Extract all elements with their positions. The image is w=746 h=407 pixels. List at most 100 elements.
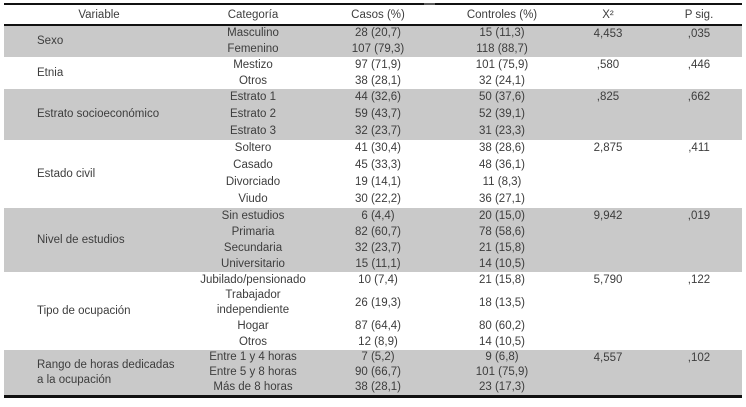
casos-cell: 87 (64,4)	[354, 319, 402, 332]
table-row: Divorciado 19 (14,1) 11 (8,3)	[4, 174, 742, 191]
categoria-cell: Femenino	[227, 42, 279, 55]
table-row: Estado civil Soltero 41 (30,4) 38 (28,6) 2,8…	[4, 140, 742, 180]
variable-cell: Etnia	[37, 66, 64, 79]
cropped-title-fragment	[424, 3, 435, 5]
table-row: Universitario 15 (11,1) 14 (10,5)	[4, 256, 742, 272]
variable-group: Tipo de ocupación Jubilado/pensionado 10 (…	[4, 272, 742, 350]
table-row: Estrato 3 32 (23,7) 31 (23,3)	[4, 123, 742, 140]
categoria-cell: Estrato 2	[229, 108, 277, 120]
casos-cell: 32 (23,7)	[354, 125, 402, 137]
categoria-cell: Viudo	[238, 193, 268, 205]
table-row: Entre 5 y 8 horas 90 (66,7) 101 (75,9)	[4, 365, 742, 380]
controles-cell: 14 (10,5)	[478, 257, 526, 270]
casos-cell: 45 (33,3)	[354, 159, 402, 171]
categoria-cell: Divorciado	[225, 176, 281, 188]
header-row: Variable Categoría Casos (%) Controles (…	[4, 4, 742, 26]
x2-cell: 5,790	[593, 274, 623, 286]
controles-cell: 52 (39,1)	[478, 108, 526, 120]
table-row: Otros 12 (8,9) 14 (10,5)	[4, 334, 742, 350]
casos-cell: 6 (4,4)	[361, 209, 395, 222]
casos-cell: 107 (79,3)	[351, 42, 405, 55]
x2-cell: 4,557	[593, 352, 623, 364]
statistics-table: Variable Categoría Casos (%) Controles (…	[4, 3, 742, 398]
table-row: Sexo Masculino 28 (20,7) 15 (11,3) 4,453 ,035	[4, 25, 742, 47]
categoria-cell: Universitario	[221, 257, 285, 270]
casos-cell: 12 (8,9)	[358, 335, 398, 348]
categoria-cell: Más de 8 horas	[213, 381, 293, 393]
controles-cell: 18 (13,5)	[478, 296, 526, 309]
casos-cell: 97 (71,9)	[354, 58, 402, 71]
categoria-cell: Mestizo	[233, 58, 273, 71]
controles-cell: 38 (28,6)	[478, 142, 526, 154]
casos-cell: 90 (66,7)	[354, 366, 402, 378]
p-cell: ,122	[687, 274, 711, 286]
casos-cell: 38 (28,1)	[354, 381, 402, 393]
variable-cell: Nivel de estudios	[37, 233, 125, 246]
table-row: Hogar 87 (64,4) 80 (60,2)	[4, 318, 742, 334]
controles-cell: 101 (75,9)	[475, 366, 529, 378]
controles-cell: 36 (27,1)	[478, 193, 526, 205]
categoria-cell: Casado	[233, 159, 273, 171]
table-row: Estrato socioeconómico Estrato 1 44 (32,6)…	[4, 89, 742, 120]
categoria-cell: Estrato 3	[229, 125, 277, 137]
p-cell: ,035	[687, 28, 711, 40]
table-row: Secundaria 32 (23,7) 21 (15,8)	[4, 240, 742, 256]
p-cell: ,446	[687, 59, 711, 71]
controles-cell: 78 (58,6)	[478, 225, 526, 238]
table-row: Estrato 2 59 (43,7) 52 (39,1)	[4, 106, 742, 123]
categoria-cell: Entre 5 y 8 horas	[209, 366, 297, 378]
categoria-cell: Otros	[238, 74, 268, 87]
controles-cell: 9 (6,8)	[485, 351, 519, 363]
variable-cell: Tipo de ocupación	[37, 304, 131, 317]
variable-group: Sexo Masculino 28 (20,7) 15 (11,3) 4,453 ,035…	[4, 25, 742, 57]
casos-cell: 44 (32,6)	[354, 91, 402, 103]
controles-cell: 48 (36,1)	[478, 159, 526, 171]
variable-cell: Rango de horas dedicadas a la ocupación	[37, 358, 175, 386]
table-row: Etnia Mestizo 97 (71,9) 101 (75,9) ,580 ,446	[4, 57, 742, 79]
controles-cell: 20 (15,0)	[478, 209, 526, 222]
casos-cell: 59 (43,7)	[354, 108, 402, 120]
casos-cell: 15 (11,1)	[355, 257, 401, 270]
col-header-casos: Casos (%)	[312, 4, 444, 26]
table-row: Otros 38 (28,1) 32 (24,1)	[4, 73, 742, 89]
categoria-cell: Jubilado/pensionado	[200, 273, 306, 286]
variable-cell: Estrato socioeconómico	[37, 108, 160, 120]
controles-cell: 31 (23,3)	[478, 125, 526, 137]
controles-cell: 15 (11,3)	[479, 27, 525, 39]
controles-cell: 21 (15,8)	[478, 273, 526, 286]
categoria-cell: Trabajador independiente	[216, 289, 290, 316]
p-cell: ,662	[687, 91, 711, 103]
controles-cell: 50 (37,6)	[478, 91, 526, 103]
casos-cell: 10 (7,4)	[358, 273, 398, 286]
categoria-cell: Otros	[238, 335, 268, 348]
x2-cell: 9,942	[593, 210, 623, 222]
categoria-cell: Entre 1 y 4 horas	[209, 351, 297, 363]
casos-cell: 28 (20,7)	[354, 27, 402, 39]
col-header-categoria: Categoría	[194, 4, 312, 26]
table-row: Trabajador independiente 26 (19,3) 18 (13,…	[4, 288, 742, 318]
x2-cell: 2,875	[593, 142, 623, 154]
variable-cell: Sexo	[37, 35, 64, 47]
col-header-psig: P sig.	[656, 4, 742, 26]
x2-cell: ,825	[596, 91, 620, 103]
casos-cell: 41 (30,4)	[354, 142, 402, 154]
table-row: Nivel de estudios Sin estudios 6 (4,4) 20 (…	[4, 208, 742, 246]
x2-cell: ,580	[596, 59, 620, 71]
categoria-cell: Estrato 1	[229, 91, 277, 103]
categoria-cell: Primaria	[231, 225, 275, 238]
table-row: Tipo de ocupación Jubilado/pensionado 10 (…	[4, 272, 742, 317]
controles-cell: 21 (15,8)	[478, 241, 526, 254]
variable-group: Estrato socioeconómico Estrato 1 44 (32,6)…	[4, 89, 742, 140]
casos-cell: 32 (23,7)	[354, 241, 402, 254]
table-header: Variable Categoría Casos (%) Controles (…	[4, 4, 742, 26]
controles-cell: 11 (8,3)	[482, 176, 522, 188]
categoria-cell: Masculino	[227, 27, 279, 39]
categoria-cell: Secundaria	[223, 241, 283, 254]
table-row: Casado 45 (33,3) 48 (36,1)	[4, 157, 742, 174]
col-header-variable: Variable	[4, 4, 194, 26]
col-header-controles: Controles (%)	[444, 4, 560, 26]
variable-group: Estado civil Soltero 41 (30,4) 38 (28,6) 2,8…	[4, 140, 742, 208]
table-row: Más de 8 horas 38 (28,1) 23 (17,3)	[4, 380, 742, 397]
variable-cell: Estado civil	[37, 167, 96, 180]
casos-cell: 30 (22,2)	[354, 193, 402, 205]
